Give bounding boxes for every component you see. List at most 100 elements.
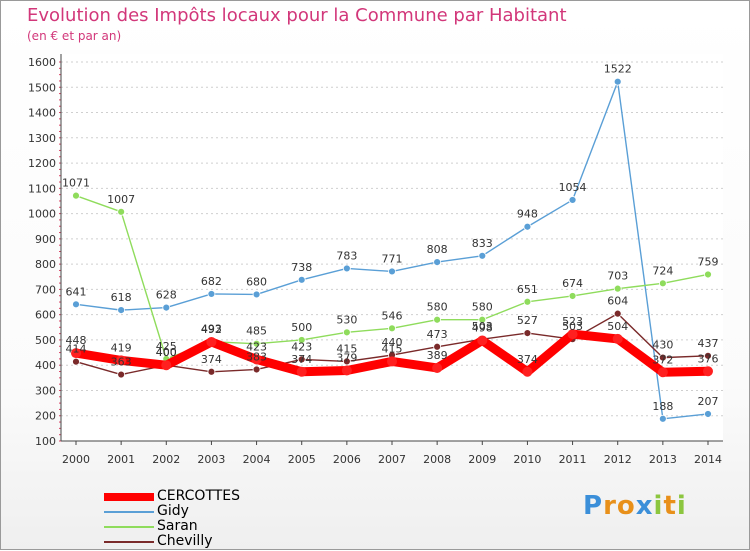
data-point xyxy=(251,354,262,365)
data-label: 546 xyxy=(382,309,403,322)
series-cercottes xyxy=(71,329,713,378)
y-tick-label: 100 xyxy=(35,435,56,448)
y-tick-label: 500 xyxy=(35,334,56,347)
legend-swatch xyxy=(104,493,154,501)
data-point xyxy=(704,351,712,360)
data-label: 430 xyxy=(652,339,673,352)
data-label: 771 xyxy=(382,252,403,265)
data-point xyxy=(613,309,622,318)
y-tick-label: 600 xyxy=(35,309,56,322)
data-point xyxy=(71,348,81,359)
y-tick-label: 1400 xyxy=(28,107,56,120)
data-point xyxy=(433,258,442,267)
y-tick-label: 400 xyxy=(35,359,56,372)
data-point xyxy=(388,267,396,276)
data-point xyxy=(703,366,713,377)
data-label: 738 xyxy=(291,261,312,274)
data-label: 492 xyxy=(201,323,222,336)
data-point xyxy=(523,297,532,306)
data-point xyxy=(388,324,396,333)
data-point xyxy=(117,370,126,379)
data-point xyxy=(117,306,126,315)
x-tick-label: 2000 xyxy=(62,453,90,466)
x-tick-label: 2003 xyxy=(197,453,225,466)
data-label: 423 xyxy=(291,340,312,353)
data-label: 641 xyxy=(66,285,87,298)
legend-label: Chevilly xyxy=(157,533,213,549)
data-point xyxy=(252,365,261,374)
data-label: 400 xyxy=(156,346,177,359)
legend-swatch xyxy=(104,526,154,528)
data-label: 604 xyxy=(607,295,628,308)
x-tick-label: 2009 xyxy=(468,453,496,466)
data-point xyxy=(387,356,397,367)
legend-swatch xyxy=(104,511,154,513)
data-label: 523 xyxy=(562,315,583,328)
data-label: 618 xyxy=(111,291,132,304)
data-label: 414 xyxy=(66,343,87,356)
legend-label: CERCOTTES xyxy=(157,488,241,504)
data-point xyxy=(297,275,306,284)
data-point xyxy=(116,355,127,366)
data-label: 425 xyxy=(156,340,177,353)
data-label: 651 xyxy=(517,283,538,296)
x-tick-label: 2008 xyxy=(423,453,451,466)
data-label: 379 xyxy=(336,352,357,365)
data-label: 530 xyxy=(336,313,357,326)
y-tick-label: 1500 xyxy=(28,81,56,94)
data-label: 376 xyxy=(698,352,719,365)
x-tick-label: 2014 xyxy=(694,453,722,466)
y-tick-label: 200 xyxy=(35,410,56,423)
data-point xyxy=(613,284,622,293)
data-point xyxy=(72,300,80,309)
data-point xyxy=(297,355,306,364)
x-tick-label: 2004 xyxy=(243,453,271,466)
data-point xyxy=(206,336,217,347)
x-tick-label: 2006 xyxy=(333,453,361,466)
data-label: 833 xyxy=(472,237,493,250)
legend-label: Saran xyxy=(157,518,198,534)
x-tick-label: 2013 xyxy=(649,453,677,466)
data-label: 628 xyxy=(156,289,177,302)
data-label: 415 xyxy=(382,342,403,355)
legend-label: Gidy xyxy=(157,503,189,519)
data-label: 500 xyxy=(291,321,312,334)
data-point xyxy=(297,336,306,344)
series-gidy xyxy=(72,77,712,423)
data-label: 503 xyxy=(472,320,493,333)
data-label: 400 xyxy=(156,346,177,359)
data-point xyxy=(252,290,261,299)
data-label: 188 xyxy=(652,400,673,413)
data-point xyxy=(207,290,216,298)
y-tick-label: 900 xyxy=(35,233,56,246)
x-tick-label: 2002 xyxy=(152,453,180,466)
data-point xyxy=(522,366,533,377)
data-point xyxy=(342,328,351,337)
data-point xyxy=(658,279,667,288)
x-tick-label: 2007 xyxy=(378,453,406,466)
data-label: 415 xyxy=(336,342,357,355)
data-point xyxy=(72,191,80,200)
data-point xyxy=(161,360,172,371)
data-label: 423 xyxy=(246,340,267,353)
data-label: 448 xyxy=(66,334,87,347)
chart-title: Evolution des Impôts locaux pour la Comm… xyxy=(27,5,567,26)
x-tick-label: 2010 xyxy=(513,453,541,466)
data-label: 1071 xyxy=(62,177,90,190)
y-tick-label: 800 xyxy=(35,258,56,271)
data-label: 504 xyxy=(607,320,628,333)
proxiti-logo: Proxiti xyxy=(583,491,687,521)
data-label: 372 xyxy=(652,353,673,366)
y-tick-label: 1300 xyxy=(28,132,56,145)
data-label: 1007 xyxy=(107,193,135,206)
data-label: 580 xyxy=(472,301,493,314)
data-label: 503 xyxy=(562,320,583,333)
data-point xyxy=(478,251,487,260)
data-label: 485 xyxy=(246,325,267,338)
data-label: 783 xyxy=(336,249,357,262)
data-point xyxy=(117,207,126,216)
data-point xyxy=(433,315,442,324)
data-label: 527 xyxy=(517,314,538,327)
data-label: 440 xyxy=(382,336,403,349)
